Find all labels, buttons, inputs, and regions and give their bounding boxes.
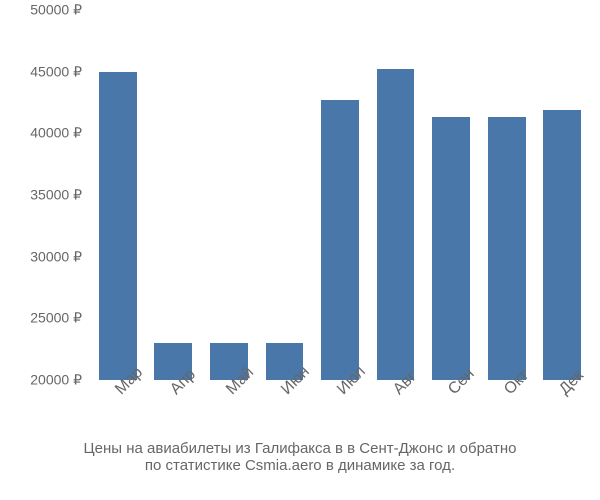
bar [321,100,359,380]
caption-line: Цены на авиабилеты из Галифакса в в Сент… [0,440,600,457]
bar [543,110,581,380]
ytick-label: 35000 ₽ [30,187,90,204]
ytick-label: 20000 ₽ [30,372,90,389]
bar [99,72,137,380]
ytick-label: 40000 ₽ [30,125,90,142]
plot-area: 20000 ₽25000 ₽30000 ₽35000 ₽40000 ₽45000… [90,10,590,380]
ytick-label: 50000 ₽ [30,2,90,19]
bar [432,117,470,380]
ytick-label: 30000 ₽ [30,248,90,265]
price-chart: 20000 ₽ 25000 ₽ 30000 ₽ 35000 ₽ 40000 ₽ 45000… [0,0,600,500]
ytick-label: 25000 ₽ [30,310,90,327]
bar [488,117,526,380]
bar [377,69,415,380]
ytick-label: 45000 ₽ [30,63,90,80]
chart-caption: Цены на авиабилеты из Галифакса в в Сент… [0,440,600,474]
caption-line: по статистике Csmia.aero в динамике за г… [0,457,600,474]
